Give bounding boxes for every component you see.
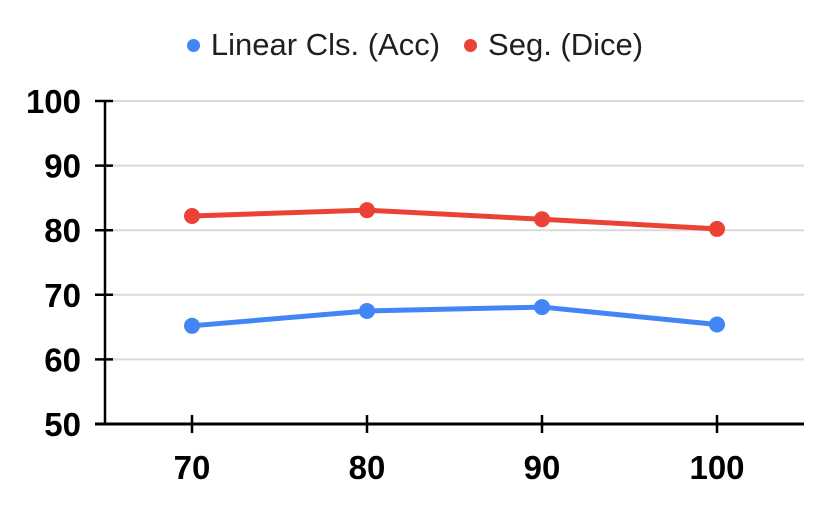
y-axis-label: 100 xyxy=(26,83,81,120)
data-point-linear-cls-acc xyxy=(184,317,200,334)
legend-item-seg: Seg. (Dice) xyxy=(464,27,643,63)
x-axis-label: 70 xyxy=(174,449,211,486)
legend-label-seg: Seg. (Dice) xyxy=(488,27,644,62)
legend-marker-red-icon xyxy=(464,38,478,52)
legend-label-linear-cls: Linear Cls. (Acc) xyxy=(210,27,441,62)
legend-marker-blue-icon xyxy=(186,38,200,52)
y-axis-label: 90 xyxy=(44,148,81,185)
y-axis-label: 70 xyxy=(44,277,81,314)
data-point-seg-dice xyxy=(534,211,550,228)
y-axis-label: 50 xyxy=(44,406,81,443)
data-point-linear-cls-acc xyxy=(534,299,550,316)
series-line-seg-dice xyxy=(189,207,720,232)
x-axis-label: 90 xyxy=(524,449,561,486)
data-point-seg-dice xyxy=(359,202,375,219)
x-axis-label: 80 xyxy=(349,449,386,486)
y-axis-label: 80 xyxy=(44,212,81,249)
data-point-linear-cls-acc xyxy=(709,316,725,333)
legend-item-linear-cls: Linear Cls. (Acc) xyxy=(186,27,441,63)
series-line-linear-cls-acc xyxy=(189,304,720,329)
x-axis-label: 100 xyxy=(689,449,744,486)
data-point-seg-dice xyxy=(709,220,725,237)
chart-legend: Linear Cls. (Acc) Seg. (Dice) xyxy=(0,27,830,63)
data-point-seg-dice xyxy=(184,207,200,224)
data-point-linear-cls-acc xyxy=(359,302,375,319)
y-axis-label: 60 xyxy=(44,341,81,378)
